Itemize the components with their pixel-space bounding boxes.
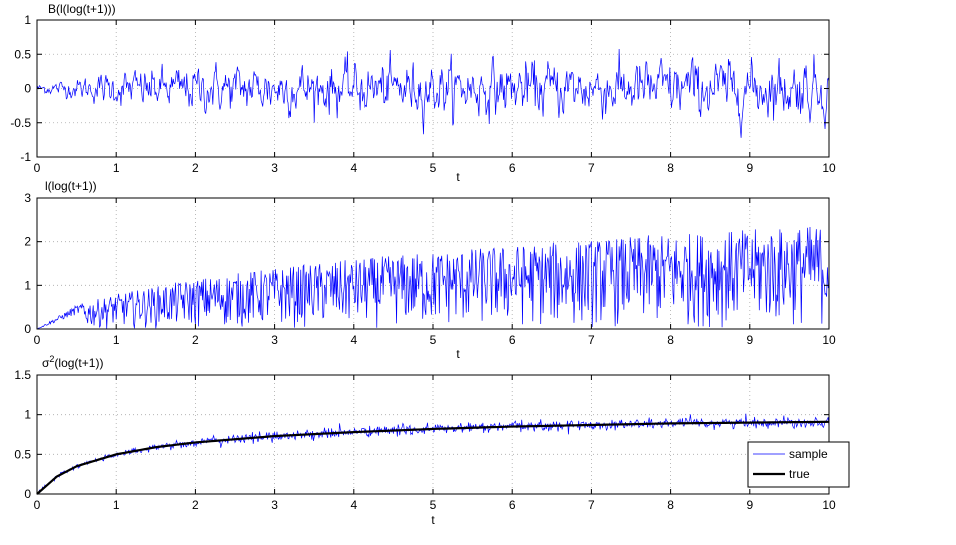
y-tick-label: 0.5 [14,47,31,61]
x-axis-label: t [431,513,435,527]
x-tick-label: 2 [192,161,199,175]
x-tick-label: 5 [430,333,437,347]
x-tick-label: 0 [34,498,41,512]
y-tick-label: 1 [24,408,31,422]
x-tick-label: 9 [746,333,753,347]
series-line-series-1 [36,49,830,138]
subplot-2: 0 1 2 3 4 5 6 7 8 9 10 0 1 2 3 l(log(t+1)) t [24,179,836,361]
x-tick-label: 10 [822,333,836,347]
x-tick-label: 10 [822,161,836,175]
y-tick-label: -1 [20,150,31,164]
x-tick-label: 4 [350,498,357,512]
x-tick-label: 7 [588,161,595,175]
x-tick-label: 2 [192,333,199,347]
subplot-title: l(log(t+1)) [45,179,97,193]
x-tick-label: 8 [667,161,674,175]
x-tick-label: 6 [509,333,516,347]
x-tick-label: 8 [667,333,674,347]
x-tick-label: 0 [34,161,41,175]
x-tick-label: 10 [822,498,836,512]
x-tick-label: 7 [588,333,595,347]
x-tick-label: 3 [271,498,278,512]
x-axis-label: t [456,170,460,184]
x-tick-label: 1 [113,498,120,512]
subplot-3: 0 1 2 3 4 5 6 7 8 9 10 0 0.5 1 1.5 σ2(log(t+1)) t sample t… [14,354,850,527]
subplot-title: σ2(log(t+1)) [42,354,103,370]
x-tick-label: 6 [509,498,516,512]
subplot-1: 0 1 2 3 4 5 6 7 8 9 10 -1 -0.5 0 0.5 1 B(l(log(t+1))) t [10,2,836,184]
x-tick-label: 7 [588,498,595,512]
legend-label-sample: sample [789,447,828,461]
x-tick-label: 5 [430,161,437,175]
legend: sample true [747,441,850,488]
series-line-true [36,420,830,495]
subplot-title: B(l(log(t+1))) [48,2,116,16]
x-tick-label: 5 [430,498,437,512]
x-tick-label: 6 [509,161,516,175]
x-tick-label: 0 [34,333,41,347]
legend-label-true: true [789,467,810,481]
x-tick-label: 4 [350,333,357,347]
x-tick-label: 4 [350,161,357,175]
y-tick-label: 3 [24,191,31,205]
y-tick-label: 0 [24,487,31,501]
x-tick-label: 3 [271,161,278,175]
x-tick-label: 9 [746,161,753,175]
y-tick-label: 0 [24,82,31,96]
x-tick-label: 8 [667,498,674,512]
x-tick-label: 1 [113,161,120,175]
x-tick-label: 1 [113,333,120,347]
x-tick-label: 2 [192,498,199,512]
legend-box [747,441,850,488]
series-line-series-1 [36,226,830,330]
x-tick-label: 3 [271,333,278,347]
y-tick-label: 2 [24,235,31,249]
y-tick-label: 0 [24,322,31,336]
plot-area [37,375,829,494]
y-tick-label: -0.5 [10,116,31,130]
x-tick-label: 9 [746,498,753,512]
y-tick-label: 1 [24,13,31,27]
y-tick-label: 0.5 [14,447,31,461]
y-tick-label: 1 [24,278,31,292]
x-axis-label: t [456,347,460,361]
y-tick-label: 1.5 [14,368,31,382]
